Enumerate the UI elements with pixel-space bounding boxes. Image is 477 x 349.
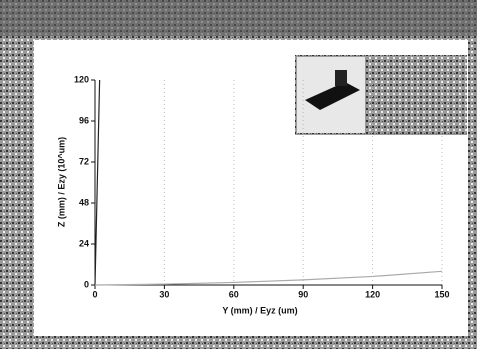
x-tick-label: 120: [365, 289, 380, 299]
x-axis-label: Y (mm) / Eyz (um): [222, 305, 297, 315]
x-tick-label: 60: [229, 289, 239, 299]
model-shape: [335, 70, 347, 86]
y-tick-label: 24: [79, 238, 89, 248]
y-tick-label: 120: [74, 74, 89, 84]
screenshot: 0 30 60 90 120 150 0 24 48 72 96 120 Y (mm) / Eyz (…: [0, 0, 477, 349]
x-tick-label: 30: [159, 289, 169, 299]
x-tick-label: 150: [434, 289, 449, 299]
y-tick-label: 48: [79, 197, 89, 207]
x-tick-label: 0: [92, 289, 97, 299]
y-axis-label: Z (mm) / Ezy (10^um): [56, 137, 66, 227]
y-tick-label: 96: [79, 115, 89, 125]
title-bar: [0, 0, 477, 36]
x-tick-label: 90: [298, 289, 308, 299]
page: {"chart_data": {"type": "line", "x_label…: [0, 0, 477, 349]
y-tick-label: 72: [79, 156, 89, 166]
y-tick-label: 0: [84, 279, 89, 289]
